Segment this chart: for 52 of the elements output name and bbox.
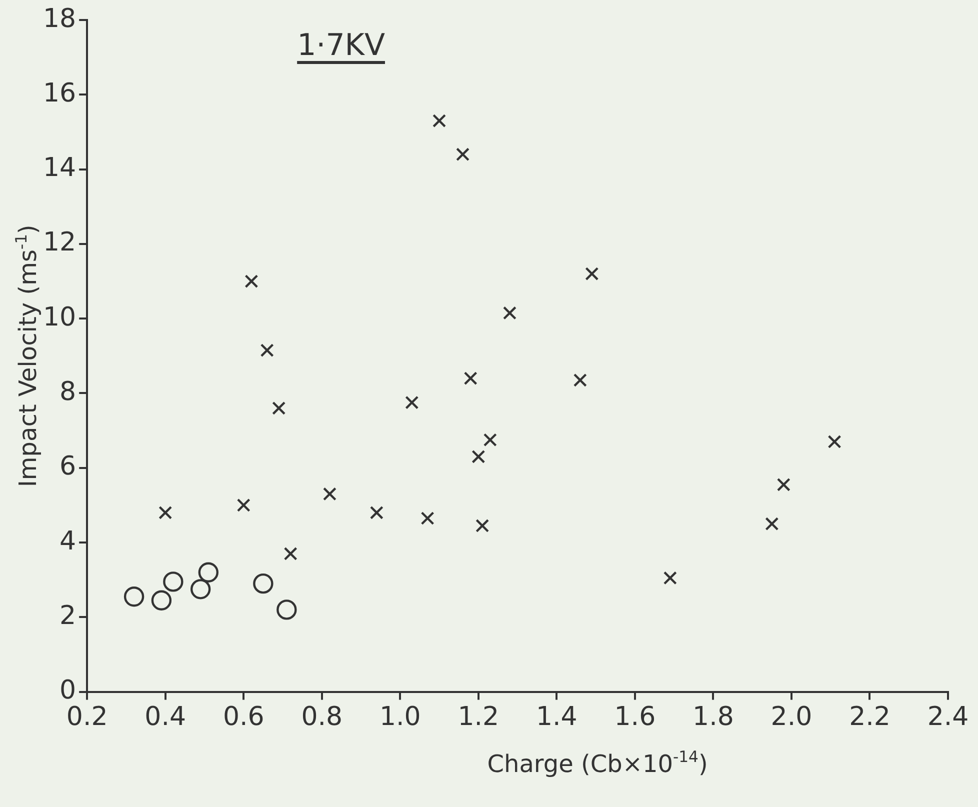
point <box>663 571 677 585</box>
y-axis-title: Impact Velocity (ms-1) <box>12 224 42 488</box>
y-tick-label: 14 <box>42 153 76 184</box>
x-tick-label: 0.4 <box>144 702 186 732</box>
y-tick-label: 10 <box>42 302 76 332</box>
y-tick-label: 18 <box>42 4 76 34</box>
point <box>776 478 790 492</box>
x-tick-label: 1.4 <box>536 702 578 732</box>
point <box>585 267 599 281</box>
x-tick-label: 1.6 <box>614 702 656 732</box>
point <box>464 372 478 386</box>
point <box>370 506 384 520</box>
x-tick-label: 2.0 <box>770 702 812 732</box>
point <box>276 600 297 620</box>
point <box>420 511 434 526</box>
point <box>253 573 274 594</box>
point <box>573 373 587 387</box>
point <box>472 450 486 464</box>
y-tick-label: 6 <box>60 452 76 482</box>
y-tick-label: 4 <box>60 526 76 556</box>
point <box>124 586 144 607</box>
point <box>322 487 336 501</box>
point <box>828 434 842 448</box>
point <box>483 433 497 447</box>
point <box>158 506 172 520</box>
point <box>198 562 218 582</box>
point <box>765 517 779 531</box>
y-tick-label: 16 <box>42 78 76 108</box>
point <box>244 274 258 288</box>
point <box>405 396 419 410</box>
x-tick-label: 0.8 <box>301 702 343 732</box>
point <box>456 148 470 162</box>
x-tick-label: 1.0 <box>379 702 421 732</box>
point <box>476 518 490 532</box>
x-tick-label: 2.4 <box>927 702 969 732</box>
y-tick-label: 8 <box>60 376 76 407</box>
point <box>151 590 172 610</box>
point <box>260 344 274 358</box>
x-tick-label: 2.2 <box>849 702 890 732</box>
point <box>432 114 446 128</box>
x-tick-label: 0.6 <box>222 702 264 732</box>
y-tick-label: 12 <box>42 228 76 258</box>
point <box>272 401 286 415</box>
point <box>236 498 250 512</box>
x-tick-label: 1.8 <box>692 702 734 732</box>
point <box>163 572 184 592</box>
annotation: 1·7KV <box>297 28 385 63</box>
point <box>190 579 211 600</box>
x-tick-label: 1.2 <box>458 702 500 732</box>
point <box>502 306 516 320</box>
y-tick-label: 2 <box>60 600 76 631</box>
point <box>284 546 298 560</box>
